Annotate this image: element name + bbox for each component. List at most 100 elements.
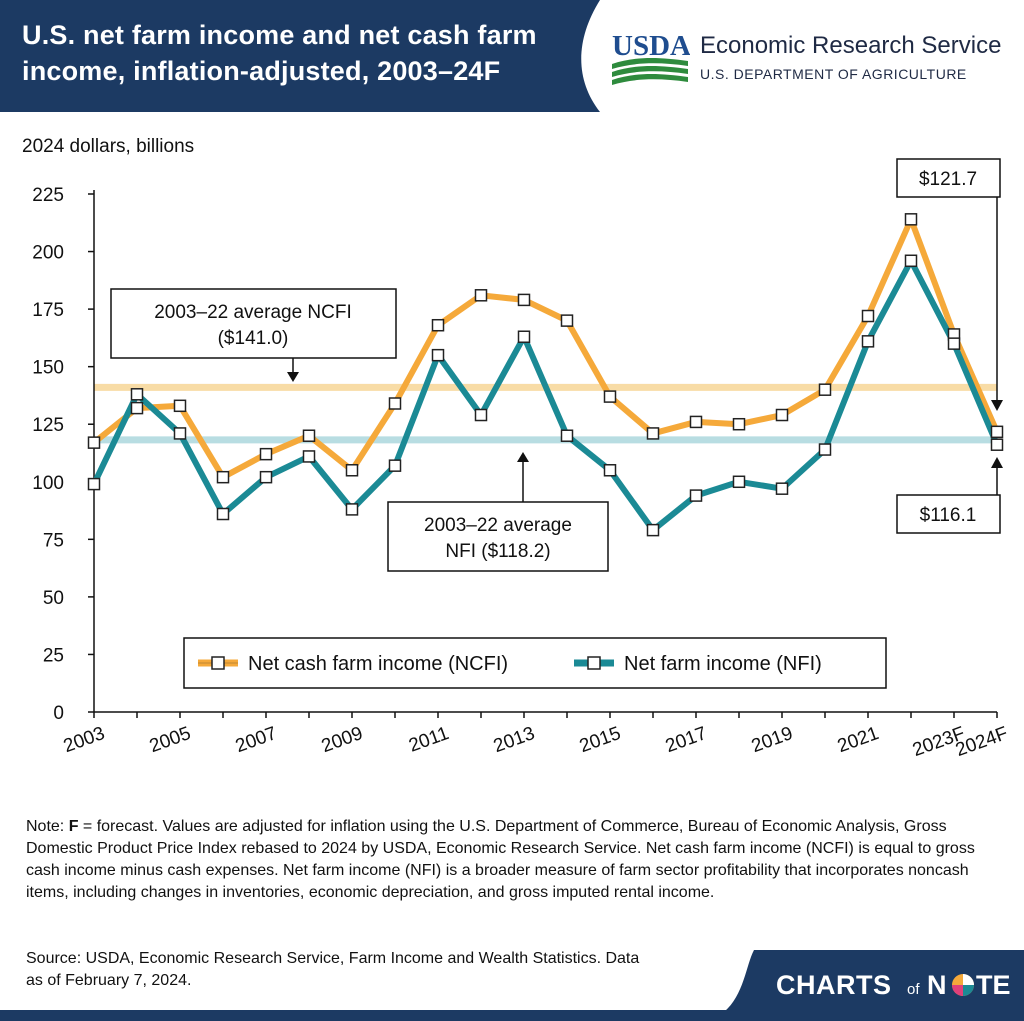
y-tick-label: 25 (43, 645, 64, 666)
series-1-point (216, 507, 230, 521)
series-0-point (861, 309, 875, 323)
department-name: U.S. DEPARTMENT OF AGRICULTURE (700, 66, 967, 82)
legend-label-ncfi: Net cash farm income (NCFI) (248, 653, 508, 675)
series-1-point (861, 335, 875, 348)
series-1-point (388, 459, 402, 472)
x-tick-label: 2011 (406, 723, 452, 757)
series-1-point (603, 464, 617, 477)
series-1-point (302, 450, 316, 463)
chart-notes: Note: F = forecast. Values are adjusted … (26, 816, 986, 904)
y-tick-label: 225 (32, 185, 64, 206)
callout-nfi-2024-label: $116.1 (920, 505, 977, 526)
legend: Net cash farm income (NCFI) Net farm inc… (183, 637, 887, 689)
usda-logo-text: USDA (612, 30, 690, 62)
nfi-average-label-line-1: 2003–22 average (424, 515, 572, 536)
x-tick-label: 2007 (233, 723, 280, 757)
series-1-point (517, 330, 531, 343)
charts-of-note-banner: CHARTS of N TE (724, 950, 1024, 1012)
series-0-point (87, 436, 101, 449)
series-0-point (216, 470, 230, 484)
x-tick-label: 2021 (835, 723, 882, 757)
annotations: 2003–22 average NCFI ($141.0) 2003–22 av… (110, 158, 1003, 572)
legend-box (183, 637, 887, 689)
notes-prefix: Note: (26, 818, 69, 835)
series-line-1 (91, 257, 1000, 534)
series-1-point (173, 427, 187, 440)
series-1-point (259, 470, 273, 484)
series-0-point (345, 464, 359, 477)
series-0-point (302, 429, 316, 442)
series-0-point (818, 383, 832, 396)
series-1-point (818, 443, 832, 456)
series-0-point (990, 425, 1004, 439)
series-line-0 (92, 216, 1000, 481)
series-0-point (388, 397, 402, 410)
series-0-point (603, 390, 617, 403)
y-tick-label: 175 (32, 300, 64, 321)
series-group (87, 213, 1004, 537)
ncfi-average-label-line-2: ($141.0) (218, 328, 289, 349)
chart-title-line-1: U.S. net farm income and net cash farm (22, 20, 537, 50)
series-1-point (560, 429, 574, 442)
series-0-point (646, 427, 660, 440)
line-chart: 0 25 50 75 100 125 150 175 200 225 2003 2005 2007 200… (32, 158, 1011, 761)
y-tick-label: 100 (32, 473, 64, 494)
series-0-point (689, 415, 703, 429)
y-tick-label: 75 (43, 530, 64, 551)
y-tick-label: 0 (53, 703, 64, 724)
reference-lines (94, 383, 997, 444)
brand-of: of (907, 981, 920, 998)
series-1-point (990, 438, 1004, 451)
x-tick-label: 2009 (319, 723, 366, 757)
series-1-point (646, 523, 660, 537)
series-1-point (775, 482, 789, 495)
series-0-point (904, 213, 918, 226)
series-1-point (431, 348, 445, 362)
series-1-point (732, 475, 746, 489)
series-0-point (130, 401, 144, 415)
series-0-point (732, 417, 746, 431)
series-1-point (689, 489, 703, 502)
series-0-point (173, 399, 187, 413)
y-tick-label: 50 (43, 588, 64, 609)
series-0-point (775, 408, 789, 422)
y-tick-label: 200 (32, 243, 64, 264)
notes-text: = forecast. Values are adjusted for infl… (26, 818, 975, 901)
series-0-point (474, 289, 488, 302)
series-0-point (259, 447, 273, 461)
ncfi-average-label-line-1: 2003–22 average NCFI (154, 302, 352, 323)
brand-charts: CHARTS (776, 970, 892, 1000)
series-1-point (345, 503, 359, 516)
chart-source: Source: USDA, Economic Research Service,… (26, 950, 640, 989)
brand-te: TE (976, 970, 1011, 1000)
callout-ncfi-2024-label: $121.7 (919, 169, 977, 190)
callout-ncfi-2024-box (896, 158, 1001, 198)
chart-title-line-2: income, inflation-adjusted, 2003–24F (22, 56, 501, 86)
ncfi-average-label-box (110, 288, 397, 359)
series-1-point (474, 408, 488, 422)
footer-band (0, 1010, 1024, 1021)
y-axis-label: 2024 dollars, billions (22, 136, 195, 157)
y-tick-label: 150 (32, 358, 64, 379)
series-0-point (517, 293, 531, 307)
legend-marker-nfi (587, 656, 601, 670)
nfi-average-label-box (387, 501, 609, 572)
y-tick-label: 125 (32, 415, 64, 436)
x-tick-label: 2015 (577, 723, 624, 757)
legend-item-nfi: Net farm income (NFI) (574, 653, 822, 675)
header: U.S. net farm income and net cash farm i… (0, 0, 1024, 112)
pie-o-icon (952, 974, 974, 996)
callout-nfi-2024-box (896, 494, 1001, 534)
nfi-average-label-line-2: NFI ($118.2) (445, 541, 550, 562)
x-tick-label: 2005 (147, 723, 194, 757)
brand-n: N (927, 970, 947, 1000)
series-1-point (130, 388, 144, 401)
legend-label-nfi: Net farm income (NFI) (624, 653, 822, 675)
series-0-point (560, 314, 574, 327)
x-tick-label: 2017 (663, 723, 710, 757)
usda-logo: USDA (612, 30, 690, 85)
agency-name: Economic Research Service (700, 32, 1002, 59)
x-tick-label: 2019 (749, 723, 796, 757)
series-1-point (87, 477, 101, 491)
